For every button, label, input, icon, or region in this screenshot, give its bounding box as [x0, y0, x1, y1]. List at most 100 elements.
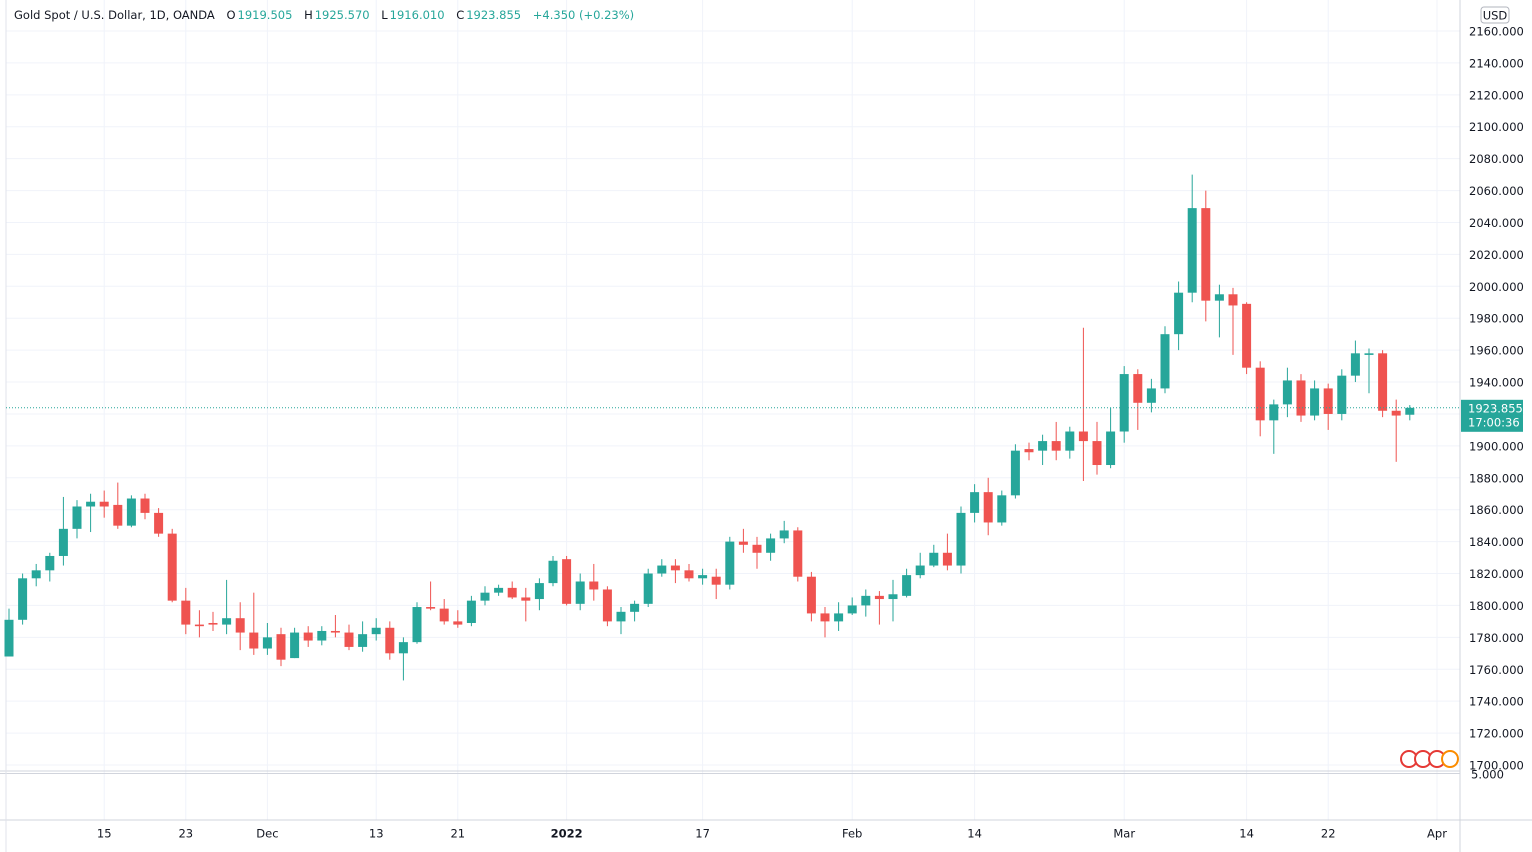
- candle-body: [589, 581, 599, 590]
- x-tick-label: 17: [695, 827, 710, 841]
- candle-body: [738, 541, 748, 545]
- candle-body: [602, 589, 612, 622]
- candle-body: [956, 512, 966, 566]
- candle-body: [1119, 374, 1129, 432]
- candle-body: [1051, 441, 1061, 451]
- candle-body: [18, 578, 28, 620]
- candle-body: [181, 600, 191, 625]
- candle-body: [534, 583, 544, 600]
- candle-body: [1133, 374, 1143, 403]
- candle-body: [766, 538, 776, 553]
- candle-body: [1174, 292, 1184, 335]
- ohlc-letter: H: [304, 8, 313, 22]
- candle-body: [290, 632, 300, 659]
- x-tick-label: Feb: [842, 827, 862, 841]
- candle-body: [874, 595, 884, 600]
- candle-body: [194, 624, 204, 627]
- header: Gold Spot / U.S. Dollar, 1D, OANDA O 1919…: [14, 8, 642, 22]
- currency-box[interactable]: [1480, 6, 1510, 24]
- candle-body: [616, 611, 626, 622]
- candle-body: [711, 576, 721, 585]
- candle-body: [970, 492, 980, 513]
- candle-body: [1078, 431, 1088, 442]
- candle-body: [222, 618, 232, 625]
- event-icon[interactable]: [1441, 750, 1459, 768]
- candle-body: [834, 613, 844, 622]
- candle-body: [793, 530, 803, 577]
- candle-body: [643, 573, 653, 604]
- candle-body: [1201, 208, 1211, 301]
- ohlc-value: 1919.505: [237, 8, 293, 22]
- y-tick-label: 2060.000: [1469, 184, 1524, 198]
- x-tick-label: Mar: [1113, 827, 1135, 841]
- candle-body: [575, 581, 585, 604]
- candle-body: [630, 603, 640, 612]
- candle-body: [861, 595, 871, 606]
- x-tick-label: Dec: [256, 827, 278, 841]
- candle-body: [494, 587, 504, 593]
- candle-body: [1106, 431, 1116, 466]
- event-icons: [1400, 750, 1459, 768]
- candle-body: [847, 605, 857, 614]
- change: +4.350 (+0.23%): [532, 8, 635, 22]
- candle-body: [1242, 303, 1252, 368]
- y-tick-label: 1740.000: [1469, 695, 1524, 709]
- y-tick-label: 5.000: [1471, 768, 1504, 782]
- candle-body: [330, 630, 340, 633]
- candle-body: [1378, 353, 1388, 411]
- y-tick-label: 2100.000: [1469, 120, 1524, 134]
- x-tick-label: 14: [967, 827, 982, 841]
- candle-body: [997, 495, 1007, 523]
- y-tick-label: 1860.000: [1469, 503, 1524, 517]
- x-tick-label: 15: [97, 827, 112, 841]
- price-tag: [1461, 399, 1523, 432]
- grid: [6, 0, 1460, 820]
- candle-body: [249, 632, 259, 649]
- candle-body: [1214, 294, 1224, 301]
- candle-body: [303, 632, 313, 641]
- candle-body: [1282, 380, 1292, 405]
- candle-body: [31, 570, 41, 579]
- candle-body: [344, 632, 354, 647]
- x-tick-label: Apr: [1427, 827, 1447, 841]
- candle-body: [698, 575, 708, 579]
- symbol-title: Gold Spot / U.S. Dollar, 1D, OANDA: [14, 8, 215, 22]
- candle-body: [235, 618, 245, 633]
- price-tag-value: 1923.855: [1468, 401, 1523, 415]
- y-tick-label: 2040.000: [1469, 216, 1524, 230]
- candle-body: [412, 607, 422, 643]
- candle-body: [385, 627, 395, 654]
- y-tick-label: 1980.000: [1469, 312, 1524, 326]
- candle-body: [466, 600, 476, 623]
- candle-body: [1228, 294, 1238, 306]
- candle-body: [820, 613, 830, 622]
- candle-body: [167, 533, 177, 601]
- candle-body: [1269, 404, 1279, 421]
- axes: 1700.000 1720.000 1740.000 1760.000 1780.000…: [97, 25, 1524, 841]
- candle-body: [779, 530, 789, 539]
- candle-body: [99, 501, 109, 507]
- ohlc-value: 1923.855: [466, 8, 522, 22]
- candle-body: [1296, 380, 1306, 416]
- candle-body: [371, 627, 381, 635]
- candle-body: [942, 552, 952, 566]
- y-tick-label: 1820.000: [1469, 567, 1524, 581]
- candle-body: [915, 565, 925, 576]
- candle-body: [929, 552, 939, 566]
- x-tick-label: 21: [450, 827, 465, 841]
- candle-body: [1038, 441, 1048, 451]
- y-tick-label: 1780.000: [1469, 631, 1524, 645]
- candle-body: [480, 592, 490, 601]
- y-tick-label: 2020.000: [1469, 248, 1524, 262]
- candle-body: [358, 634, 368, 647]
- candle-body: [86, 501, 96, 507]
- candle-body: [72, 506, 82, 529]
- candle-body: [806, 576, 816, 614]
- candle-body: [1405, 407, 1415, 415]
- candle-body: [725, 541, 735, 585]
- candle-body: [983, 492, 993, 523]
- y-tick-label: 1960.000: [1469, 344, 1524, 358]
- candle-body: [276, 634, 286, 660]
